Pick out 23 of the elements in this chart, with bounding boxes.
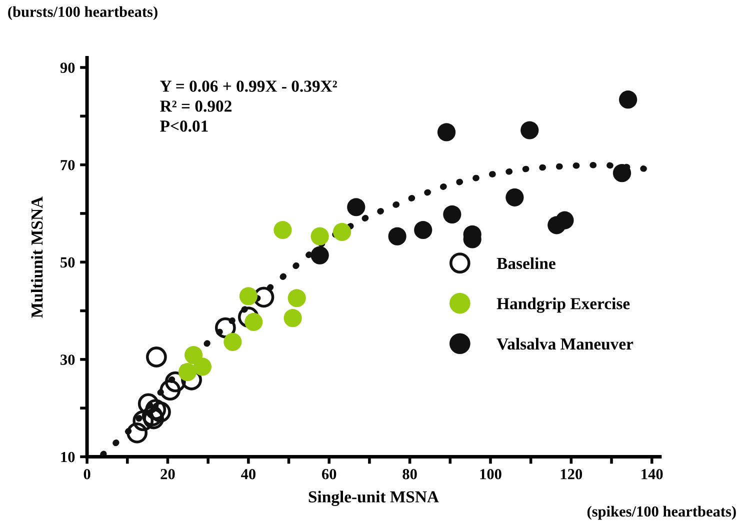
x-tick-label: 60 [322, 468, 336, 480]
text: (bursts/100 heartbeats) [8, 6, 158, 20]
x-axis-title: Single-unit MSNA [308, 490, 439, 506]
y-tick-label: 90 [60, 62, 75, 73]
text: (spikes/100 heartbeats) [587, 506, 736, 520]
legend-label: Valsalva Maneuver [496, 338, 634, 350]
legend-label: Handgrip Exercise [496, 298, 630, 313]
x-tick-label: 100 [480, 468, 502, 480]
y-tick-label: 70 [60, 160, 75, 170]
x-tick-label: 20 [160, 468, 175, 480]
y-tick-label: 10 [61, 452, 75, 462]
y-axis-title: Multiunit MSNA [30, 196, 43, 318]
x-tick-label: 40 [240, 468, 256, 480]
x-tick-label: 140 [642, 468, 663, 480]
annotation: R² = 0.902 [160, 100, 232, 112]
y-tick-label: 50 [60, 257, 75, 268]
x-tick-label: 80 [402, 468, 417, 480]
annotation: P<0.01 [160, 120, 208, 132]
annotation: Y = 0.06 + 0.99X - 0.39X² [160, 80, 337, 92]
legend-label: Baseline [496, 257, 556, 270]
x-tick-label: 0 [84, 468, 90, 480]
x-tick-label: 120 [560, 468, 582, 480]
y-tick-label: 30 [60, 354, 75, 365]
